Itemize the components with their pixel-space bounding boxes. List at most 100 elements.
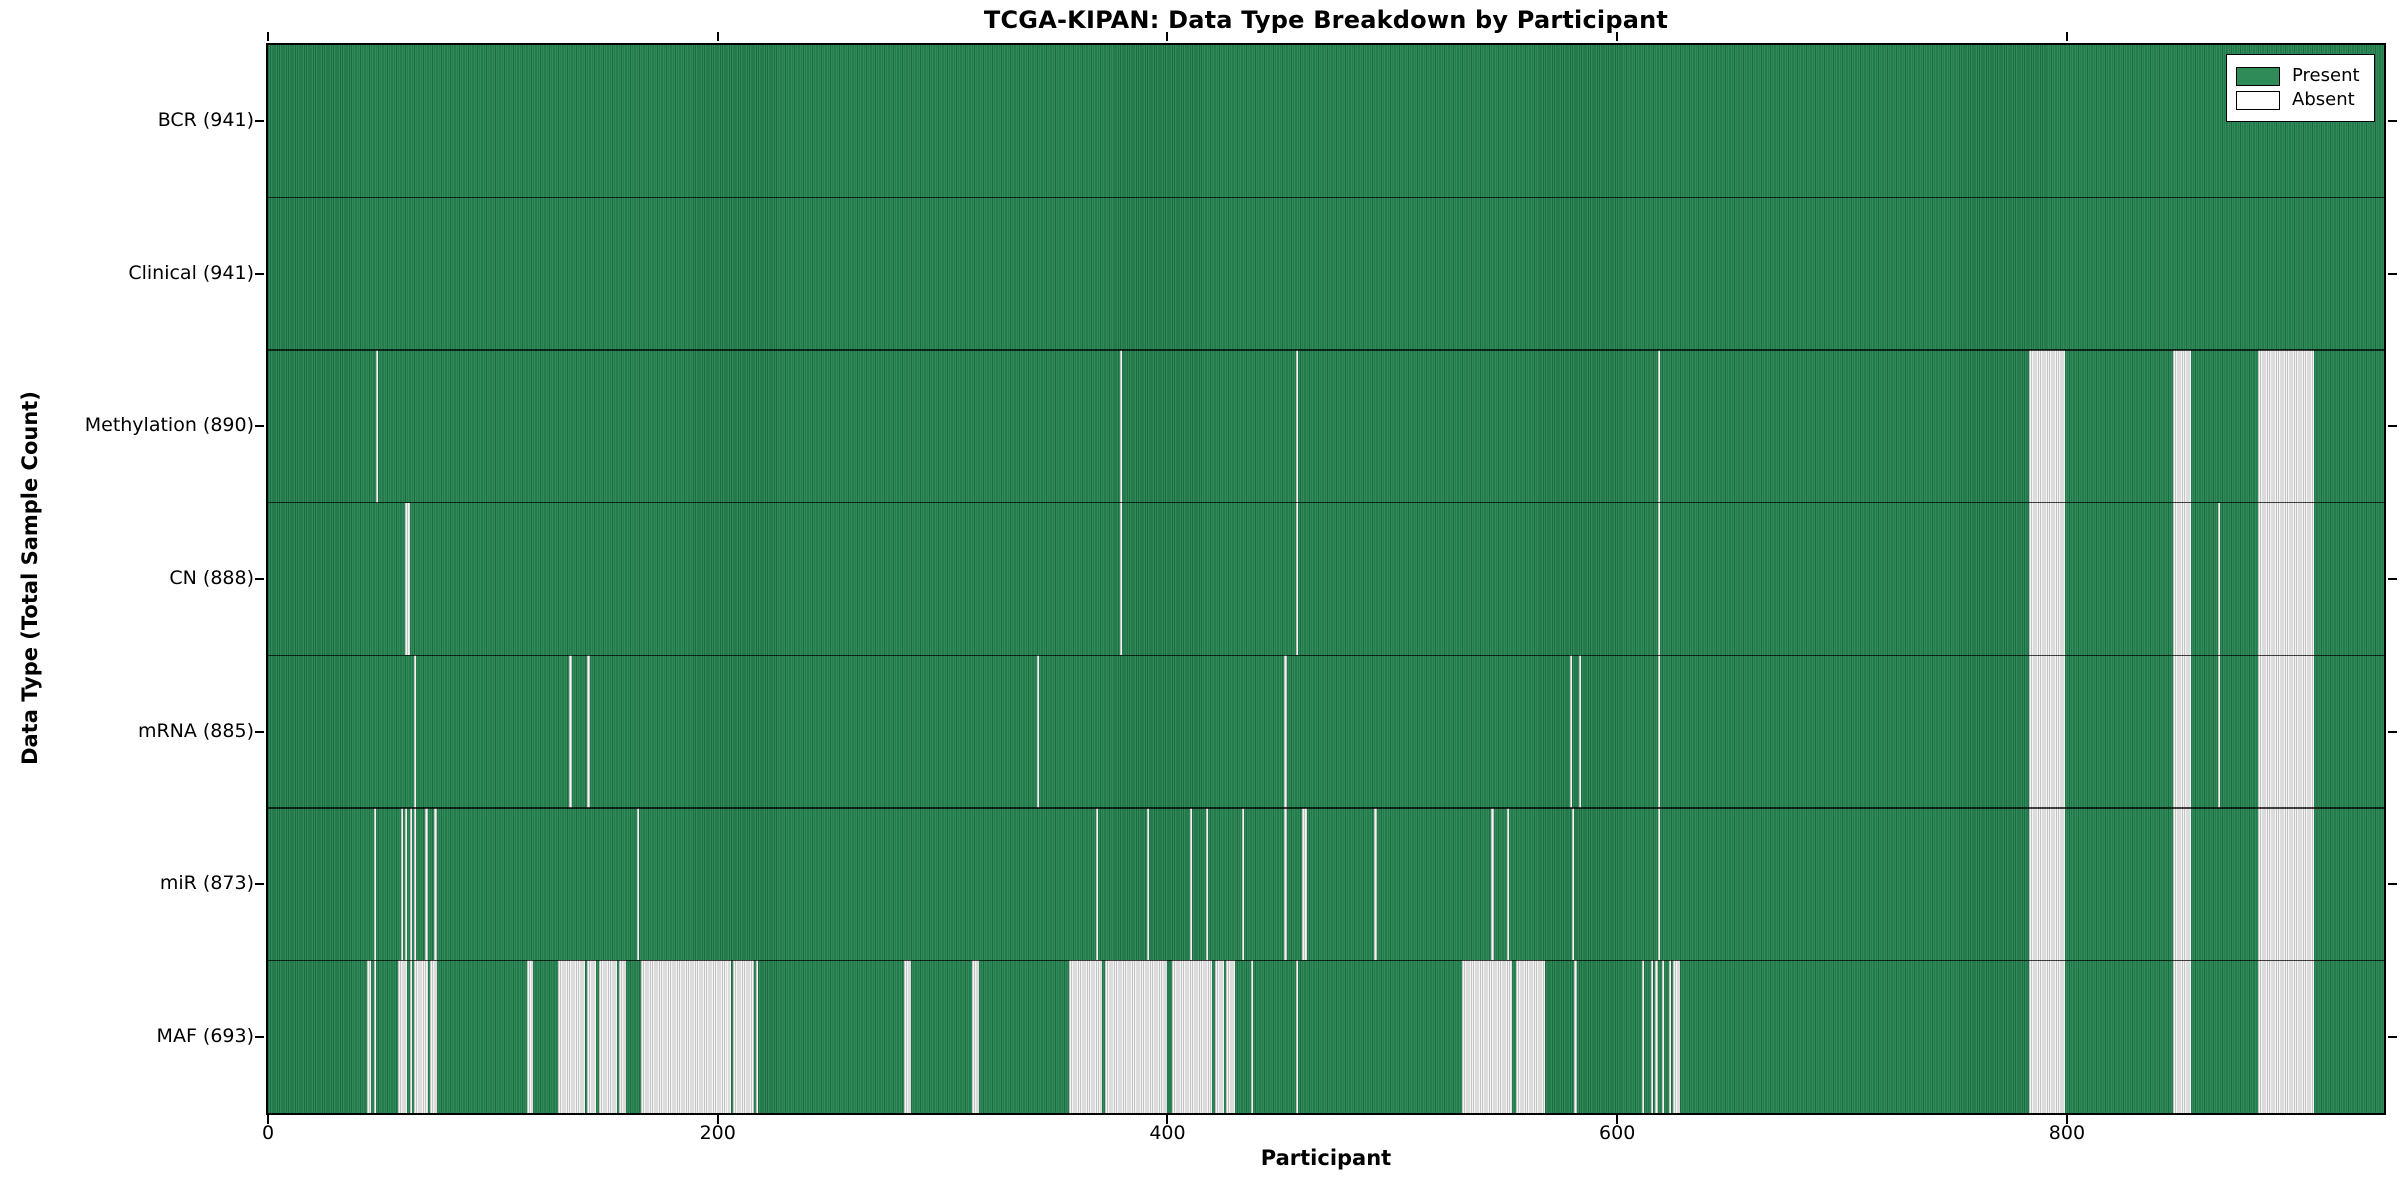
absent-block-MAF <box>1655 960 1658 1113</box>
absent-block-MAF <box>366 960 372 1113</box>
absent-block-MAF <box>1574 960 1577 1113</box>
x-tick-mark <box>2065 1115 2068 1124</box>
y-tick-mark <box>2388 883 2397 886</box>
absent-block-MAF <box>1250 960 1253 1113</box>
absent-block-miR <box>1189 807 1193 961</box>
absent-block-MAF <box>1225 960 1235 1113</box>
y-tick-mark <box>255 883 264 886</box>
absent-block-MAF <box>1068 960 1103 1113</box>
legend-entry-present: Present <box>2236 66 2360 86</box>
x-tick-label: 400 <box>1149 1122 1186 1144</box>
x-tick-mark <box>1616 1115 1619 1124</box>
y-tick-label-MAF: MAF (693) <box>156 1024 254 1047</box>
absent-block-Methylation <box>1657 350 1660 503</box>
x-axis-label: Participant <box>1260 1146 1392 1170</box>
absent-block-MAF <box>526 960 534 1113</box>
y-tick-label-mRNA: mRNA (885) <box>137 719 254 742</box>
absent-block-MAF <box>618 960 626 1113</box>
x-tick-label: 0 <box>261 1122 275 1144</box>
absent-block-mRNA <box>1569 655 1573 808</box>
absent-block-mRNA <box>2172 655 2191 808</box>
absent-block-miR <box>400 807 403 961</box>
x-tick-mark <box>2065 32 2068 41</box>
absent-block-MAF <box>587 960 597 1113</box>
absent-block-MAF <box>1673 960 1681 1113</box>
y-tick-label-Clinical: Clinical (941) <box>128 261 254 284</box>
absent-block-miR <box>414 807 417 961</box>
absent-block-miR <box>1241 807 1244 961</box>
y-tick-mark <box>255 1035 264 1038</box>
x-tick-mark <box>267 1115 269 1124</box>
row-separator <box>268 196 2384 199</box>
absent-block-MAF <box>1171 960 1213 1113</box>
absent-block-miR <box>636 807 640 961</box>
absent-block-CN <box>2028 502 2065 656</box>
absent-block-Methylation <box>1120 350 1123 503</box>
row-separator <box>268 501 2384 504</box>
absent-block-miR <box>2028 807 2065 961</box>
absent-block-miR <box>1095 807 1098 961</box>
absent-block-MAF <box>558 960 586 1113</box>
y-tick-label-miR: miR (873) <box>159 872 254 895</box>
absent-block-mRNA <box>587 655 590 808</box>
absent-block-miR <box>1284 807 1287 961</box>
absent-block-CN <box>1295 502 1298 656</box>
y-tick-mark <box>2388 578 2397 580</box>
absent-block-MAF <box>1641 960 1645 1113</box>
absent-block-miR <box>1507 807 1510 961</box>
absent-block-Methylation <box>2258 350 2315 503</box>
x-tick-mark <box>716 1115 719 1124</box>
absent-block-MAF <box>1104 960 1168 1113</box>
plot-area <box>266 43 2386 1115</box>
chart-title: TCGA-KIPAN: Data Type Breakdown by Parti… <box>983 6 1669 34</box>
absent-block-MAF <box>1662 960 1665 1113</box>
y-tick-label-BCR: BCR (941) <box>157 109 254 132</box>
absent-block-MAF <box>1295 960 1298 1113</box>
absent-block-miR <box>1302 807 1307 961</box>
absent-block-MAF <box>414 960 428 1113</box>
y-tick-mark <box>2388 425 2397 428</box>
y-tick-label-Methylation: Methylation (890) <box>84 414 254 437</box>
absent-block-MAF <box>409 960 412 1113</box>
absent-block-Methylation <box>2028 350 2065 503</box>
absent-block-CN <box>2258 502 2315 656</box>
absent-block-MAF <box>598 960 617 1113</box>
absent-block-MAF <box>2172 960 2191 1113</box>
y-tick-mark <box>255 730 264 733</box>
absent-block-MAF <box>1214 960 1224 1113</box>
absent-block-mRNA <box>569 655 572 808</box>
absent-block-MAF <box>429 960 437 1113</box>
legend: Present Absent <box>2226 54 2375 122</box>
absent-block-Methylation <box>2172 350 2191 503</box>
absent-block-Methylation <box>375 350 379 503</box>
x-tick-mark <box>716 32 719 41</box>
absent-block-mRNA <box>2217 655 2220 808</box>
absent-block-mRNA <box>1037 655 1040 808</box>
y-tick-mark <box>2388 120 2397 123</box>
absent-block-miR <box>405 807 408 961</box>
row-separator <box>268 959 2384 962</box>
x-tick-mark <box>1166 32 1169 41</box>
x-tick-label: 200 <box>699 1122 736 1144</box>
x-tick-mark <box>1166 1115 1169 1124</box>
absent-block-CN <box>2217 502 2220 656</box>
y-tick-label-CN: CN (888) <box>169 567 254 589</box>
row-separator <box>268 654 2384 657</box>
absent-block-miR <box>434 807 437 961</box>
row-separator <box>268 807 2384 809</box>
legend-label-present: Present <box>2292 65 2360 86</box>
x-tick-label: 600 <box>1599 1122 1636 1144</box>
absent-block-miR <box>2258 807 2315 961</box>
y-tick-mark <box>255 120 264 123</box>
absent-block-miR <box>409 807 412 961</box>
absent-block-mRNA <box>1578 655 1582 808</box>
absent-block-mRNA <box>2258 655 2315 808</box>
absent-block-MAF <box>971 960 979 1113</box>
absent-block-CN <box>2172 502 2191 656</box>
absent-block-miR <box>1147 807 1150 961</box>
absent-block-miR <box>1491 807 1494 961</box>
y-tick-mark <box>2388 1035 2397 1038</box>
absent-block-MAF <box>398 960 408 1113</box>
row-separator <box>268 349 2384 351</box>
